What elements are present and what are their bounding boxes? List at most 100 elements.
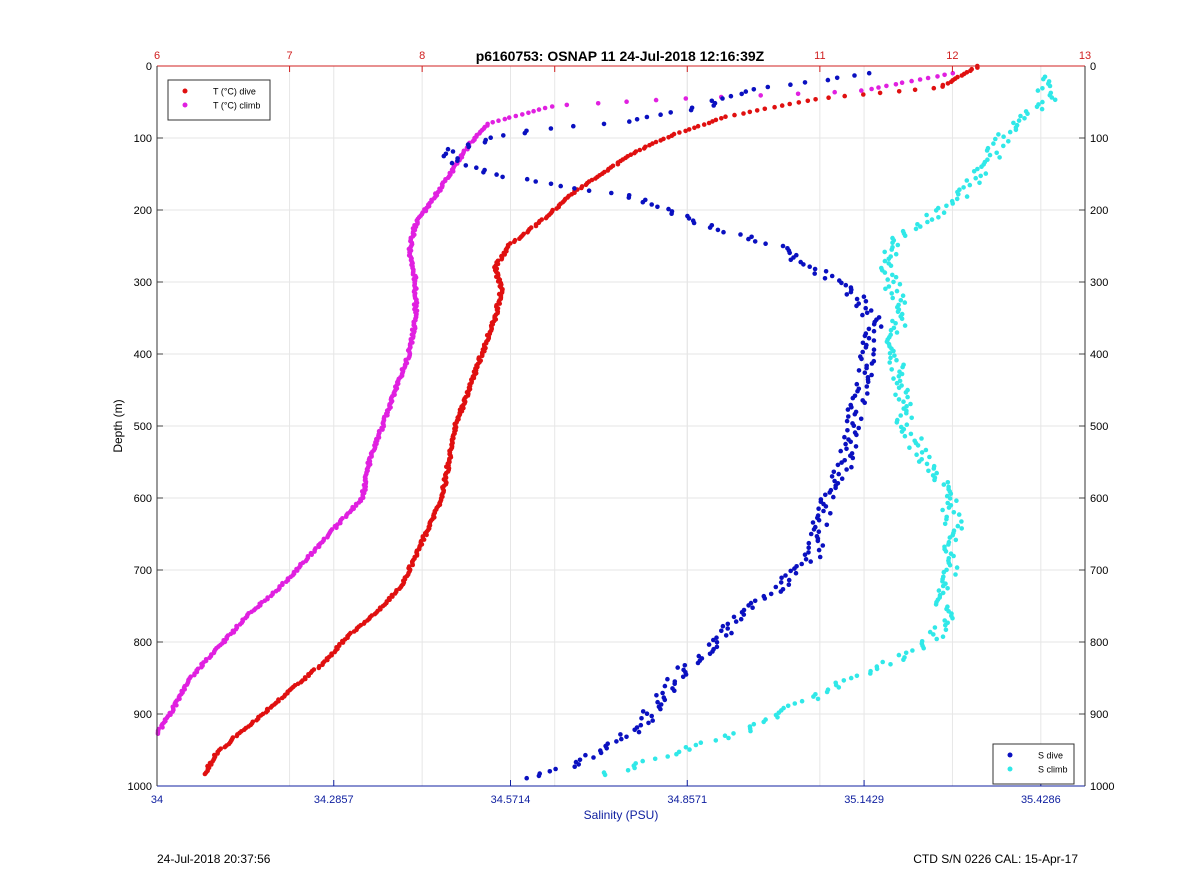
data-point: [807, 264, 812, 270]
data-point: [940, 84, 945, 89]
y-tick-label-left: 1000: [128, 781, 152, 793]
data-point: [948, 491, 954, 497]
data-point: [799, 561, 804, 567]
data-point: [788, 568, 793, 574]
data-point: [729, 630, 734, 636]
data-point: [861, 294, 867, 300]
data-point: [832, 478, 837, 484]
data-point: [933, 208, 939, 213]
data-point: [1040, 86, 1045, 91]
data-point: [961, 185, 966, 190]
data-point: [711, 103, 716, 108]
legend-entry: S dive: [1038, 751, 1063, 761]
y-tick-label-right: 300: [1090, 277, 1108, 289]
data-point: [951, 510, 957, 515]
data-point: [863, 299, 869, 304]
data-point: [686, 216, 692, 221]
data-point: [720, 96, 725, 101]
data-point: [877, 90, 883, 96]
data-point: [748, 728, 753, 734]
data-point: [558, 183, 563, 189]
data-point: [707, 651, 713, 657]
data-point: [869, 372, 874, 378]
data-point: [640, 199, 646, 205]
legend-box: [992, 743, 1075, 785]
data-point: [531, 108, 536, 114]
y-tick-label-left: 200: [134, 205, 152, 217]
data-point: [932, 477, 937, 483]
data-point: [869, 361, 875, 366]
data-point: [741, 612, 747, 617]
data-point: [836, 471, 841, 477]
data-point: [843, 282, 849, 288]
data-point: [836, 685, 842, 690]
data-point: [894, 330, 900, 335]
data-point: [675, 665, 680, 670]
data-point: [883, 286, 888, 292]
data-point: [488, 135, 494, 140]
data-point: [547, 769, 553, 774]
data-point: [723, 633, 729, 638]
data-point: [677, 130, 682, 135]
data-point: [828, 511, 833, 516]
data-point: [683, 128, 688, 134]
data-point: [953, 537, 959, 543]
data-point: [548, 181, 554, 187]
data-point: [855, 388, 860, 394]
data-point: [746, 236, 751, 242]
data-point: [579, 185, 584, 191]
data-point: [824, 522, 830, 528]
data-point: [912, 87, 918, 93]
data-point: [658, 706, 663, 712]
data-point: [932, 625, 938, 630]
data-point: [758, 93, 763, 98]
data-point: [738, 616, 744, 622]
data-point: [627, 119, 632, 124]
data-point: [632, 727, 637, 733]
data-point: [904, 410, 909, 416]
data-point: [871, 347, 877, 353]
data-point: [943, 549, 949, 554]
legend-entry: T (°C) dive: [213, 87, 256, 97]
data-point: [691, 220, 697, 226]
data-point: [811, 694, 816, 699]
data-point: [943, 627, 949, 633]
data-point: [1041, 76, 1046, 82]
data-point: [525, 230, 530, 235]
data-point: [554, 206, 559, 211]
data-point: [978, 173, 983, 179]
data-point: [445, 146, 451, 152]
data-point: [652, 756, 658, 762]
legend-salinity: S dive S climb: [992, 743, 1075, 785]
data-point: [723, 114, 728, 119]
data-point: [842, 434, 847, 440]
data-point: [653, 97, 659, 103]
data-point: [174, 702, 179, 708]
data-point: [866, 335, 872, 341]
data-point: [316, 665, 322, 671]
data-point: [624, 734, 629, 740]
data-point: [895, 309, 901, 315]
data-point: [848, 675, 854, 681]
data-point: [237, 622, 243, 627]
data-point: [838, 448, 843, 454]
data-point: [903, 390, 909, 395]
data-point: [850, 395, 856, 401]
data-point: [665, 754, 670, 759]
data-point: [522, 130, 528, 136]
data-point: [783, 573, 788, 578]
data-point: [202, 771, 208, 777]
data-point: [466, 144, 472, 150]
data-point: [761, 719, 766, 725]
data-point: [894, 357, 899, 363]
data-point: [951, 553, 956, 559]
data-point: [916, 459, 922, 464]
data-point: [672, 688, 677, 693]
data-point: [897, 281, 903, 287]
data-point: [903, 650, 909, 656]
data-point: [864, 384, 870, 389]
data-point: [666, 206, 671, 212]
data-point: [605, 168, 611, 173]
legend-marker: [1007, 752, 1013, 758]
data-point: [956, 192, 961, 197]
